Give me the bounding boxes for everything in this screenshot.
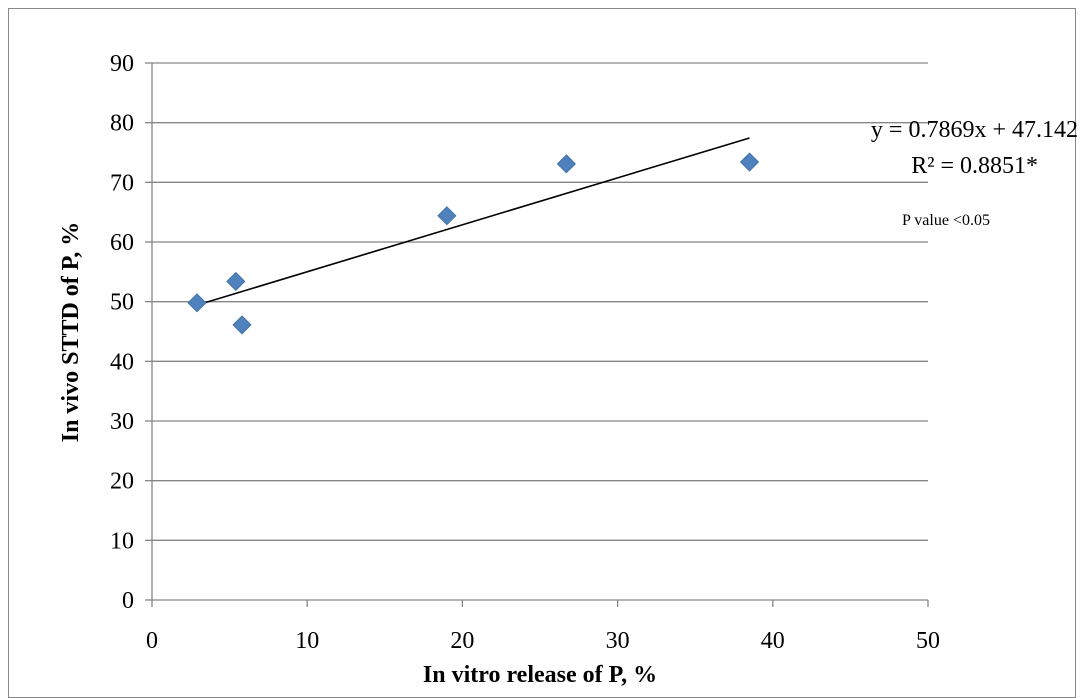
x-tick-label: 10 bbox=[295, 628, 319, 654]
data-points bbox=[187, 152, 760, 335]
y-tick-label: 80 bbox=[110, 111, 134, 137]
y-tick-label: 50 bbox=[110, 290, 134, 316]
x-axis-title: In vitro release of P, % bbox=[423, 662, 657, 688]
x-tick-label: 40 bbox=[761, 628, 785, 654]
y-tick-label: 30 bbox=[110, 409, 134, 435]
y-tick-label: 0 bbox=[122, 588, 134, 614]
y-tick-label: 10 bbox=[110, 528, 134, 554]
trendline-equation: y = 0.7869x + 47.142 bbox=[871, 117, 1078, 143]
trendline bbox=[196, 137, 750, 306]
p-value-note: P value <0.05 bbox=[902, 212, 990, 229]
y-tick-label: 90 bbox=[110, 51, 134, 77]
data-point-2 bbox=[226, 271, 246, 291]
axes bbox=[145, 62, 929, 607]
y-tick-label: 20 bbox=[110, 469, 134, 495]
data-point-4 bbox=[437, 206, 457, 226]
data-point-3 bbox=[232, 315, 252, 335]
gridlines bbox=[152, 62, 928, 541]
trendline-layer bbox=[196, 137, 750, 306]
y-tick-label: 60 bbox=[110, 230, 134, 256]
x-tick-label: 20 bbox=[450, 628, 474, 654]
data-point-6 bbox=[739, 152, 760, 172]
x-tick-label: 0 bbox=[146, 628, 158, 654]
data-point-5 bbox=[556, 154, 576, 174]
y-tick-labels: 0 10 20 30 40 50 60 70 80 90 bbox=[110, 51, 134, 614]
y-tick-label: 70 bbox=[110, 170, 134, 196]
r-squared-label: R² = 0.8851* bbox=[911, 153, 1038, 179]
y-axis-title: In vivo STTD of P, % bbox=[58, 222, 84, 443]
x-tick-label: 30 bbox=[606, 628, 630, 654]
y-tick-label: 40 bbox=[110, 349, 134, 375]
x-tick-label: 50 bbox=[916, 628, 940, 654]
data-point-1 bbox=[187, 293, 207, 313]
x-tick-labels: 0 10 20 30 40 50 bbox=[146, 628, 940, 654]
